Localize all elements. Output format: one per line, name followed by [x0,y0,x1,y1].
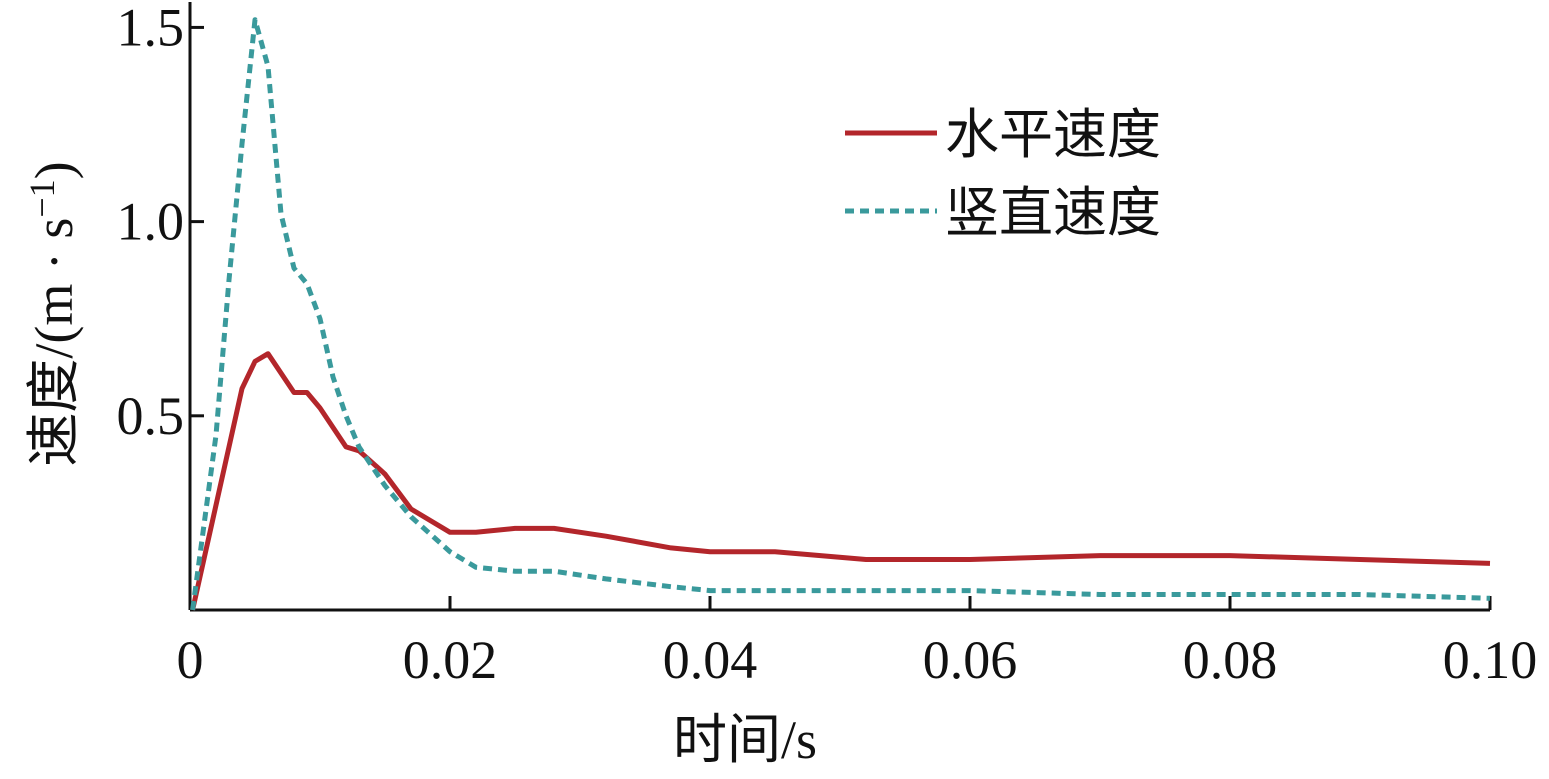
y-axis-title: 速度/(m · s−1) [22,161,84,466]
x-tick-label: 0.04 [663,630,758,690]
y-axis-title-suffix: ) [24,161,84,179]
y-axis-title-superscript: −1 [22,179,62,217]
legend-label-1: 水平速度 [945,105,1161,165]
y-tick-label: 0.5 [117,386,185,446]
y-ticks: 0.5 1.0 1.5 [117,0,204,446]
x-tick-label: 0.06 [923,630,1018,690]
x-tick-label: 0.02 [403,630,498,690]
series-layer [190,17,1491,611]
x-ticks: 0 0.02 0.04 0.06 0.08 0.10 [177,596,1538,690]
x-tick-label: 0.08 [1183,630,1278,690]
x-axis-title: 时间/s [673,710,817,770]
axes [188,2,1490,612]
x-tick-label: 0 [177,630,204,690]
series-line-1 [190,351,1491,611]
x-tick-label: 0.10 [1443,630,1538,690]
legend-label-2: 竖直速度 [945,183,1161,243]
y-tick-label: 1.0 [117,192,185,252]
y-tick-label: 1.5 [117,0,185,57]
series-line-2 [190,17,1491,611]
y-axis-title-prefix: 速度/(m · s [24,218,84,467]
